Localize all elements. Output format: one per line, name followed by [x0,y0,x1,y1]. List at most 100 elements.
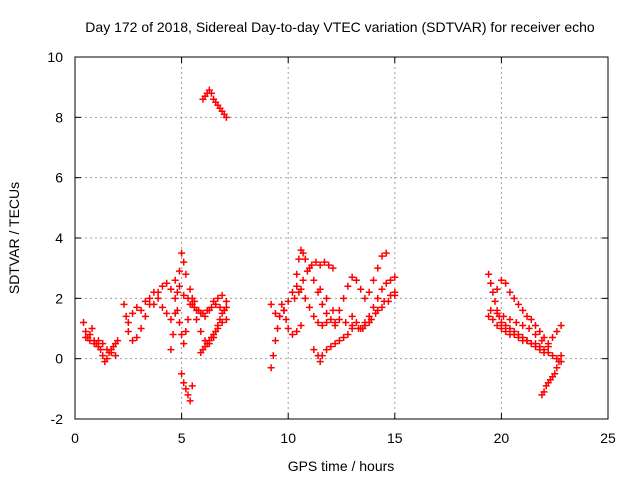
data-point [299,249,307,257]
data-point [510,294,518,302]
data-point [525,325,533,332]
data-point [387,276,395,284]
data-points [80,86,565,405]
data-point [357,285,365,293]
data-point [288,288,296,296]
data-point [318,352,326,360]
data-point [514,334,522,342]
data-point [374,264,382,272]
data-point [94,337,102,345]
data-point [493,321,501,329]
data-point [197,309,205,317]
data-point [163,309,171,317]
data-point [293,270,301,278]
data-point [306,303,314,311]
data-point [271,337,279,345]
data-point [297,321,305,329]
y-axis-title: SDTVAR / TECUs [6,182,22,294]
data-point [497,318,505,326]
data-point [335,337,343,345]
data-point [86,337,94,345]
data-point [197,328,205,336]
data-point [293,282,301,290]
data-point [216,315,224,323]
data-point [141,297,149,305]
y-tick-label: 0 [55,351,63,367]
data-point [506,325,514,332]
data-point [331,340,339,348]
data-point [519,306,527,314]
data-point [271,309,279,317]
y-tick-label: 8 [55,109,63,125]
data-point [506,288,514,296]
data-point [188,382,196,390]
data-point [222,113,230,121]
data-point [175,282,183,290]
data-point [288,331,296,339]
data-point [382,279,390,287]
data-point [182,328,190,336]
data-point [154,294,162,302]
data-point [301,294,309,302]
data-point [361,294,369,302]
data-point [293,328,301,336]
data-point [391,291,399,299]
data-point [295,288,303,296]
data-point [214,321,222,329]
data-point [489,288,497,296]
data-point [493,309,501,317]
data-point [365,312,373,320]
data-point [312,258,320,266]
data-point [180,340,188,348]
y-tick-label: 6 [55,170,63,186]
grid-lines [75,57,608,419]
data-point [175,267,183,275]
x-tick-label: 25 [600,430,616,446]
data-point [222,315,230,323]
data-point [216,303,224,311]
data-point [120,300,128,308]
data-point [171,276,179,284]
data-point [167,346,175,354]
data-point [299,276,307,284]
data-point [335,306,343,314]
data-point [180,258,188,266]
data-point [323,346,331,354]
data-point [374,294,382,302]
data-point [90,340,98,348]
data-point [378,252,386,260]
data-point [344,331,352,339]
data-point [310,276,318,284]
data-point [384,297,392,305]
data-point [99,340,107,348]
data-point [502,279,510,287]
data-point [316,285,324,293]
data-point [137,306,145,314]
data-point [359,325,367,332]
data-point [318,300,326,308]
data-point [540,388,548,396]
data-point [193,315,201,323]
data-point [184,315,192,323]
data-point [218,291,226,299]
data-point [184,391,192,399]
data-point [369,276,377,284]
data-point [163,279,171,287]
data-point [180,379,188,387]
data-point [167,315,175,323]
data-point [512,318,520,326]
data-point [502,328,510,336]
data-point [278,300,286,308]
data-point [378,285,386,293]
data-point [323,318,331,326]
data-point [352,318,360,326]
data-point [188,294,196,302]
data-point [310,312,318,320]
data-point [175,318,183,326]
data-point [538,337,546,345]
data-point [365,318,373,326]
data-point [186,285,194,293]
data-point [555,358,563,366]
y-tick-label: 10 [47,49,63,65]
data-point [327,343,335,351]
